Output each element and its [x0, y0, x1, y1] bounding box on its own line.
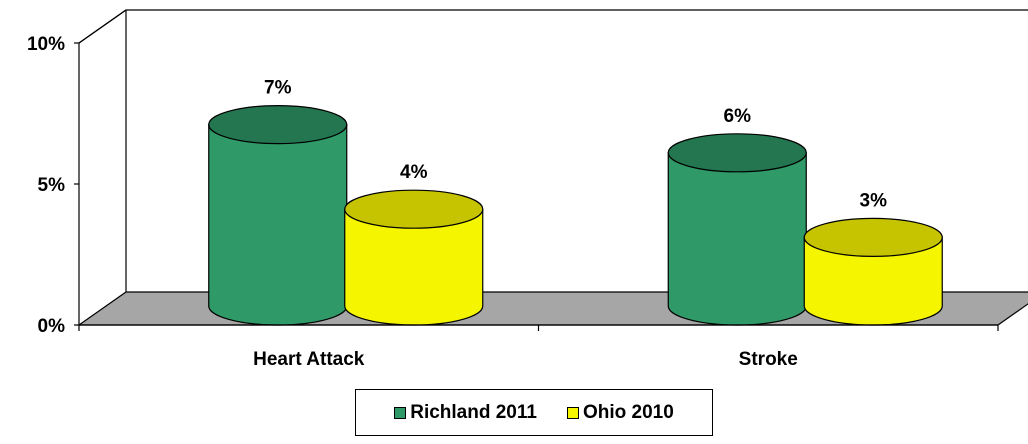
data-labels: 7% 4% 6% 3% [264, 78, 887, 212]
legend-item-richland: Richland 2011 [394, 402, 537, 424]
bar-top [208, 104, 348, 145]
bar-top [803, 217, 943, 257]
data-label: 7% [264, 78, 292, 99]
legend-label-richland: Richland 2011 [410, 401, 537, 423]
x-axis: Heart Attack Stroke [78, 324, 999, 370]
legend-swatch-richland [394, 406, 407, 419]
y-tick-label: 10% [27, 34, 65, 55]
legend: Richland 2011 Ohio 2010 [355, 389, 713, 436]
data-label: 6% [724, 106, 752, 127]
x-category-label: Heart Attack [253, 349, 365, 370]
data-label: 4% [400, 162, 428, 183]
back-wall-top-edge [78, 9, 1028, 44]
bar-richland [208, 124, 348, 326]
x-category-label: Stroke [739, 349, 798, 370]
legend-item-ohio: Ohio 2010 [566, 401, 674, 424]
bar-top [667, 133, 807, 173]
bars [208, 104, 943, 326]
legend-label-ohio: Ohio 2010 [582, 401, 674, 423]
y-tick-label: 5% [38, 175, 66, 196]
data-label: 3% [860, 190, 888, 211]
legend-swatch-ohio [566, 406, 579, 419]
y-tick-label: 0% [38, 316, 66, 337]
bar-richland [667, 152, 807, 326]
y-axis: 0% 5% 10% [27, 9, 127, 337]
bar-top [344, 189, 484, 229]
y-axis-top-depth-line [78, 9, 127, 44]
